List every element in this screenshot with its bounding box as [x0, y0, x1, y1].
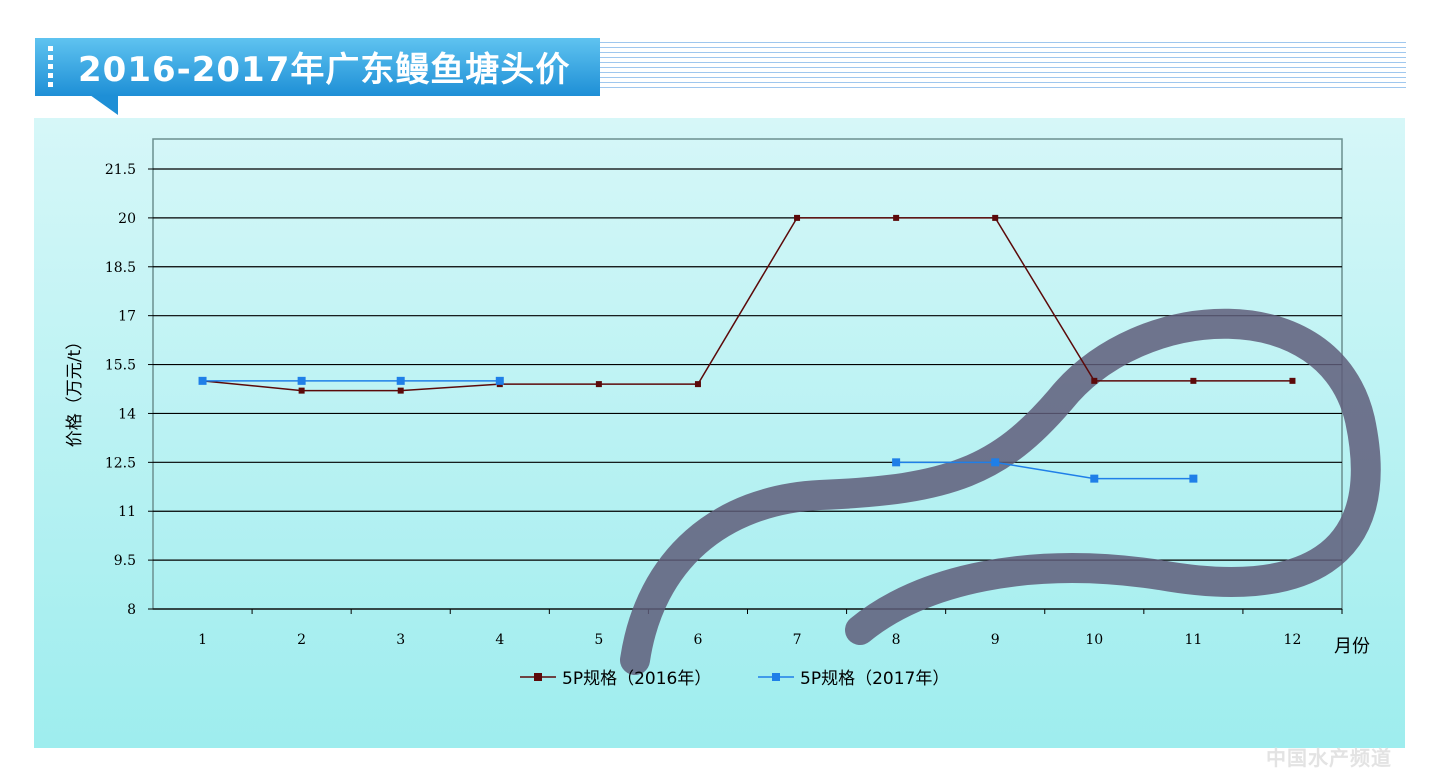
data-point	[794, 214, 801, 221]
data-point	[397, 387, 404, 394]
data-point	[297, 376, 306, 385]
data-point	[992, 214, 999, 221]
plot-area-border	[152, 138, 1343, 610]
data-point	[1091, 377, 1098, 384]
x-tick-label: 3	[396, 632, 405, 648]
title-dots-decoration	[48, 46, 53, 88]
x-tick-label: 10	[1085, 632, 1103, 648]
stripes-decoration	[600, 42, 1406, 90]
x-tick-label: 1	[198, 632, 207, 648]
data-point	[1190, 377, 1197, 384]
y-tick-label: 21.5	[105, 162, 136, 178]
data-point	[893, 214, 900, 221]
y-tick-label: 15.5	[105, 358, 136, 374]
y-tick-label: 8	[127, 602, 136, 618]
x-tick-label: 6	[693, 632, 702, 648]
legend-label: 5P规格（2017年）	[800, 669, 949, 689]
data-point	[198, 376, 207, 385]
y-tick-label: 12.5	[105, 455, 136, 471]
data-point	[1189, 474, 1198, 483]
legend-marker	[534, 673, 542, 681]
x-axis-label: 月份	[1334, 636, 1370, 657]
chart-panel	[34, 118, 1405, 748]
x-tick-label: 4	[495, 632, 504, 648]
data-point	[1289, 377, 1296, 384]
title-banner	[35, 38, 600, 96]
x-tick-label: 2	[297, 632, 306, 648]
y-tick-label: 9.5	[114, 553, 136, 569]
eel-illustration	[620, 308, 1381, 675]
x-tick-label: 8	[892, 632, 901, 648]
y-tick-label: 11	[118, 504, 136, 520]
series-line-1	[896, 461, 1194, 480]
title-banner-tail	[90, 95, 118, 115]
data-point	[694, 381, 701, 388]
x-tick-label: 11	[1184, 632, 1202, 648]
y-axis-label: 价格（万元/t）	[65, 333, 85, 447]
data-point	[396, 376, 405, 385]
x-tick-label: 7	[793, 632, 802, 648]
y-tick-label: 20	[118, 211, 136, 227]
data-point	[595, 381, 602, 388]
legend-marker	[772, 673, 780, 681]
legend-label: 5P规格（2016年）	[562, 669, 711, 689]
watermark-logo: 中国水产频道	[1266, 746, 1392, 770]
x-tick-label: 5	[594, 632, 603, 648]
y-tick-label: 17	[118, 309, 136, 325]
y-tick-label: 14	[118, 406, 136, 422]
data-point	[1090, 474, 1099, 483]
x-tick-label: 9	[991, 632, 1000, 648]
x-tick-label: 12	[1284, 632, 1302, 648]
y-tick-label: 18.5	[105, 260, 136, 276]
data-point	[892, 458, 901, 467]
series-line-0	[202, 217, 1293, 392]
page-title: 2016-2017年广东鳗鱼塘头价	[78, 50, 571, 90]
data-point	[495, 376, 504, 385]
data-point	[991, 458, 1000, 467]
data-point	[298, 387, 305, 394]
